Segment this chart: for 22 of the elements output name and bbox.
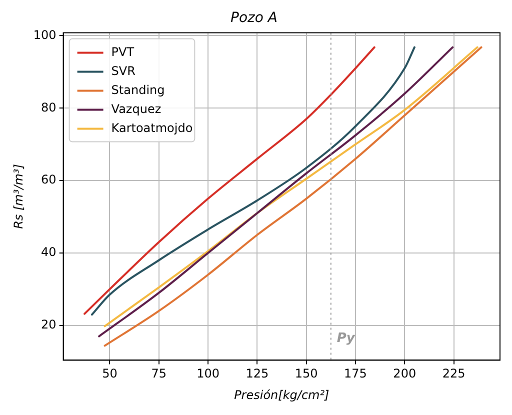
y-tick-label: 100 xyxy=(33,28,56,42)
ref-line-label: Py xyxy=(336,331,356,346)
y-tick-label: 80 xyxy=(41,100,56,114)
x-tick-label: 175 xyxy=(344,366,367,381)
y-tick-label: 60 xyxy=(41,172,56,187)
x-tick-label: 225 xyxy=(442,366,466,381)
x-axis-title: Presión[kg/cm²] xyxy=(234,388,330,402)
x-tick-label: 200 xyxy=(393,366,416,381)
legend-label: SVR xyxy=(111,64,136,78)
x-tick-label: 125 xyxy=(246,366,269,381)
legend-label: Standing xyxy=(111,82,165,97)
x-tick-label: 50 xyxy=(102,366,118,381)
y-tick-label: 40 xyxy=(41,245,56,260)
legend-label: Vazquez xyxy=(111,102,162,116)
legend-label: Kartoatmojdo xyxy=(111,120,193,135)
x-tick-label: 150 xyxy=(294,366,318,381)
y-axis-title: Rs [m³/m³] xyxy=(11,164,26,229)
x-tick-label: 100 xyxy=(196,366,220,381)
y-tick-label: 20 xyxy=(41,318,56,332)
legend-label: PVT xyxy=(111,44,135,59)
x-tick-label: 75 xyxy=(151,366,167,381)
chart-title: Pozo A xyxy=(230,10,278,26)
